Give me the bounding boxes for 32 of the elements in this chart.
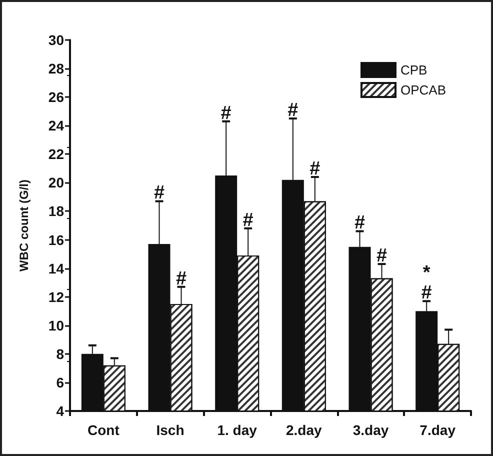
x-tick-label: Isch — [156, 422, 184, 438]
y-tick-label: 4 — [56, 403, 64, 419]
y-tick-label: 24 — [48, 118, 64, 134]
legend-label: OPCAB — [400, 82, 446, 98]
data-label: # — [310, 158, 321, 180]
y-tick-label: 12 — [48, 288, 64, 305]
x-tick-label: 2.day — [286, 422, 322, 438]
y-tick-label: 28 — [48, 60, 64, 77]
x-tick-label: Cont — [87, 422, 120, 438]
data-label: # — [220, 102, 232, 124]
y-tick-label: 18 — [48, 203, 64, 220]
x-tick-label: 3.day — [352, 422, 389, 438]
y-tick-label: 26 — [48, 89, 64, 106]
x-tick-label: 7.day — [420, 422, 456, 438]
y-axis-title: WBC count (G/l) — [17, 180, 31, 272]
y-tick-label: 22 — [48, 146, 64, 162]
data-label: * # — [421, 262, 432, 304]
y-tick-label: 6 — [56, 374, 64, 390]
y-tick-label: 20 — [48, 174, 64, 191]
data-label: # — [376, 246, 388, 267]
data-label: # — [242, 210, 254, 231]
legend-label: CPB — [400, 62, 428, 78]
data-label: # — [288, 100, 299, 121]
data-label: # — [154, 182, 165, 204]
y-tick-label: 14 — [48, 260, 64, 276]
data-label: # — [354, 212, 366, 234]
x-tick-label: 1. day — [217, 422, 258, 438]
y-tick-label: 10 — [48, 317, 64, 334]
data-label: # — [176, 268, 187, 290]
y-tick-label: 30 — [48, 32, 64, 48]
y-tick-label: 16 — [48, 232, 64, 248]
y-tick-label: 8 — [56, 346, 64, 362]
